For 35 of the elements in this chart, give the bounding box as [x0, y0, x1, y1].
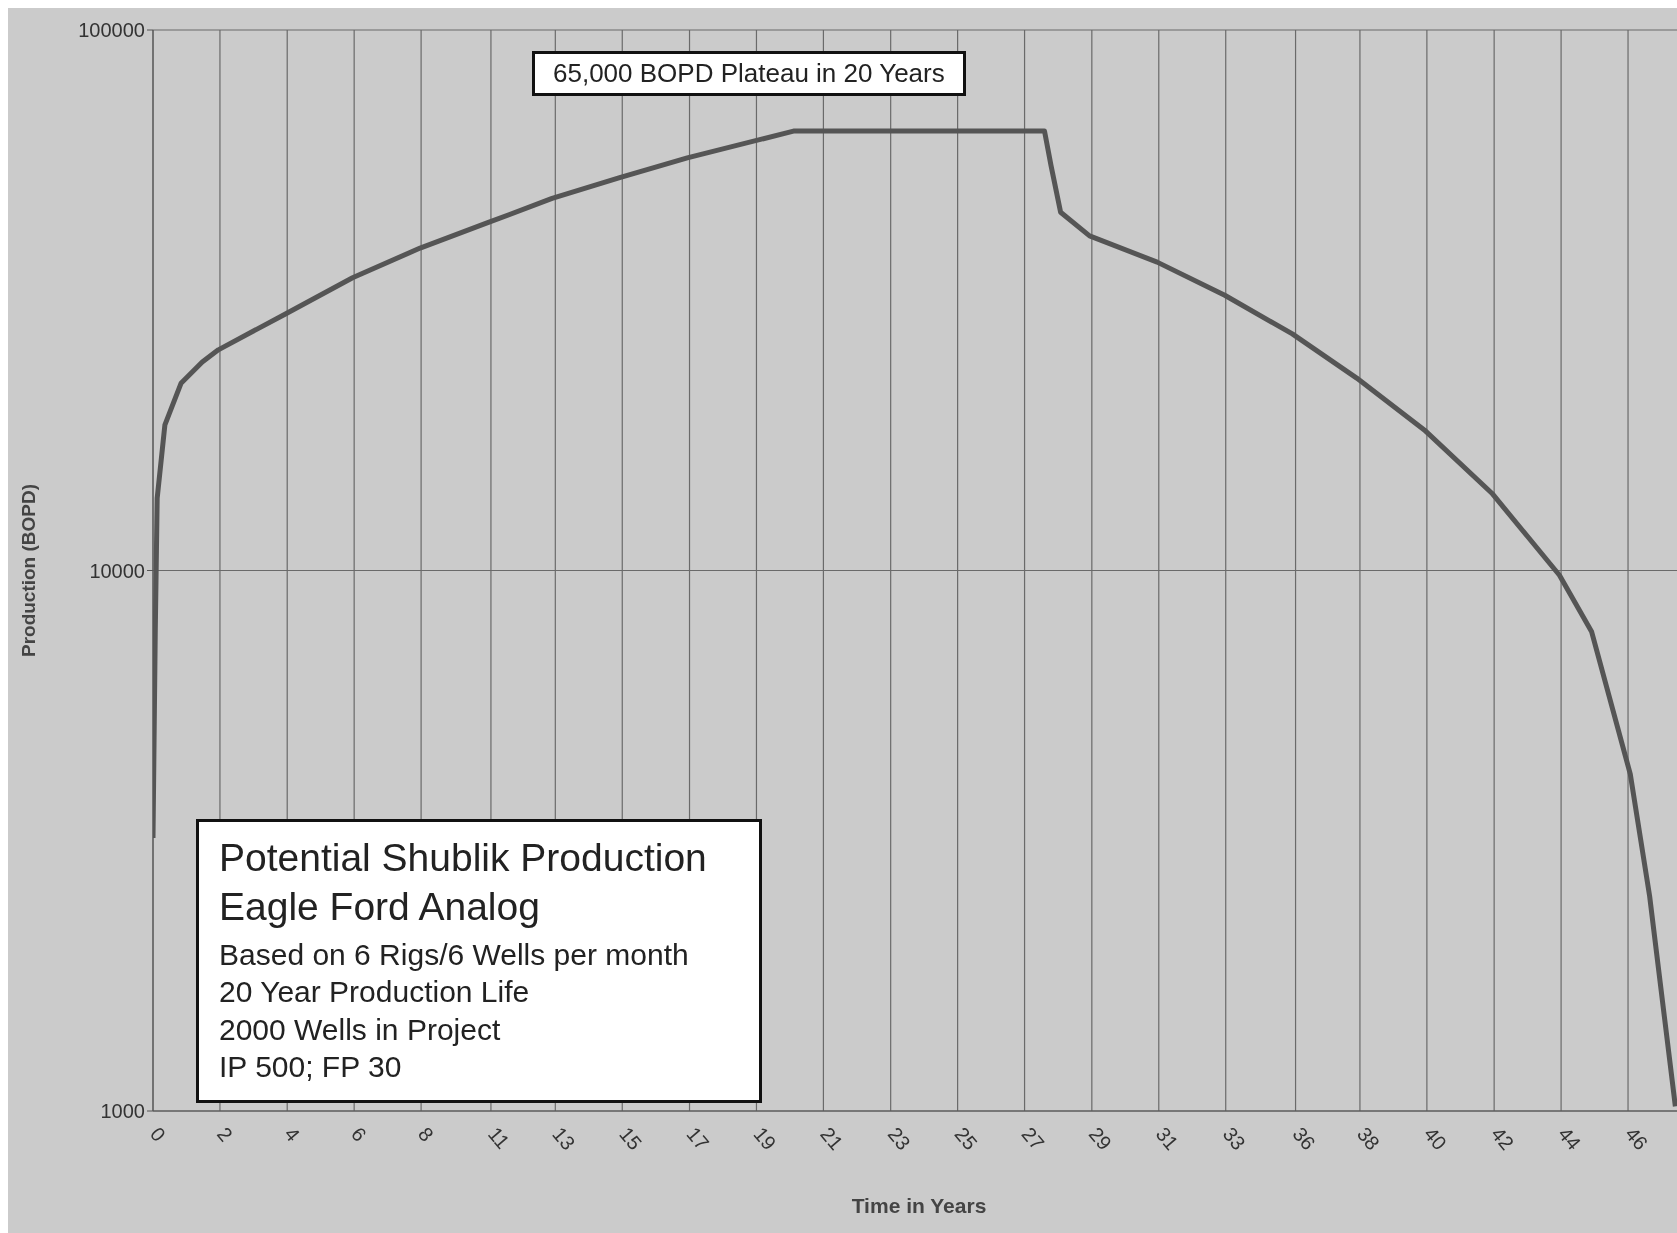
x-tick-label: 40 [1419, 1122, 1451, 1155]
text: Eagle Ford Analog [219, 883, 541, 930]
y-tick-label: 1000 [100, 1100, 145, 1123]
x-tick-label: 25 [950, 1122, 982, 1155]
x-tick-label: 17 [682, 1122, 714, 1155]
x-tick-label: 44 [1553, 1122, 1586, 1155]
x-tick-label: 15 [615, 1122, 647, 1155]
annotation: 65,000 BOPD Plateau in 20 Years [532, 51, 966, 96]
x-tick-label: 21 [816, 1122, 848, 1155]
x-tick-label: 38 [1352, 1122, 1384, 1155]
x-tick-label: 33 [1218, 1122, 1250, 1155]
x-tick-label: 2 [212, 1122, 237, 1146]
annotation: Based on 6 Rigs/6 Wells per month [219, 936, 690, 973]
annotation: IP 500; FP 30 [219, 1049, 403, 1085]
x-tick-label: 23 [883, 1122, 915, 1155]
x-axis-title: Time in Years [851, 1194, 987, 1217]
x-tick-label: 36 [1288, 1122, 1320, 1155]
x-tick-label: 4 [280, 1122, 305, 1146]
annotation: 20 Year Production Life [219, 974, 531, 1010]
x-tick-label: 42 [1487, 1122, 1519, 1155]
annotation: 2000 Wells in Project [219, 1011, 502, 1048]
y-tick-label: 10000 [89, 559, 145, 582]
text: Potential Shublik Production [219, 835, 708, 881]
x-tick-label: 27 [1017, 1122, 1049, 1155]
x-tick-label: 8 [413, 1122, 438, 1146]
x-tick-label: 11 [483, 1122, 515, 1153]
x-tick-label: 46 [1620, 1122, 1653, 1155]
x-tick-label: 19 [749, 1122, 781, 1155]
y-axis-title: Production (BOPD) [17, 483, 39, 658]
x-tick-label: 6 [347, 1122, 372, 1146]
y-tick-label: 100000 [78, 19, 145, 42]
x-tick-label: 0 [145, 1122, 170, 1146]
x-tick-label: 29 [1084, 1122, 1116, 1155]
x-tick-label: 31 [1151, 1122, 1183, 1155]
x-tick-label: 13 [548, 1122, 580, 1155]
